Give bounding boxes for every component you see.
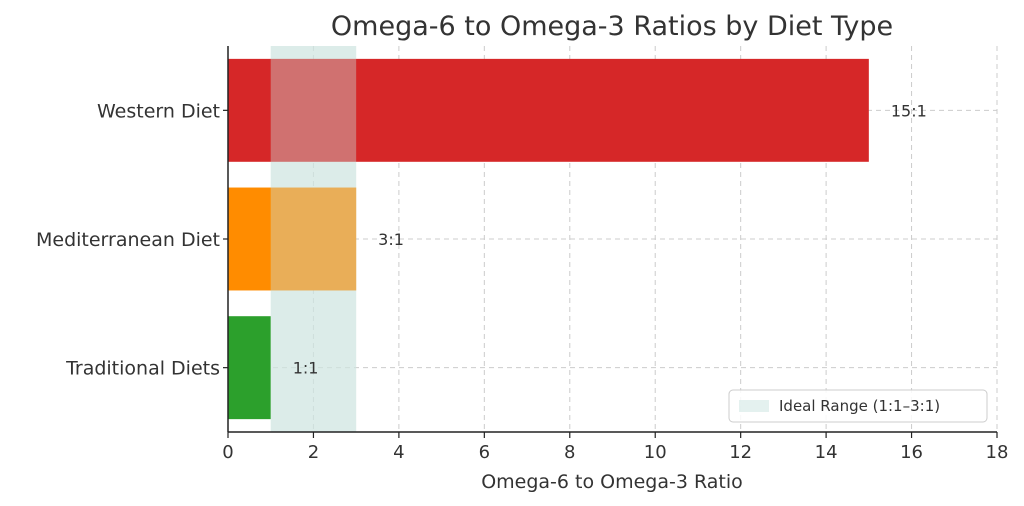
- x-tick-label: 8: [564, 442, 575, 463]
- x-tick-label: 10: [644, 442, 667, 463]
- data-label: 3:1: [378, 230, 404, 249]
- bar-western-diet: [228, 58, 869, 162]
- legend: Ideal Range (1:1–3:1): [728, 389, 988, 423]
- x-tick-label: 12: [729, 442, 752, 463]
- category-label: Mediterranean Diet: [36, 229, 220, 251]
- legend-swatch-ideal-range: [739, 400, 769, 412]
- category-label: Western Diet: [97, 100, 220, 122]
- ideal-range-overlay: [270, 46, 357, 432]
- x-tick-label: 16: [900, 442, 923, 463]
- chart-title: Omega-6 to Omega-3 Ratios by Diet Type: [331, 11, 893, 42]
- x-axis-label: Omega-6 to Omega-3 Ratio: [481, 471, 743, 493]
- bar-traditional-diets: [228, 316, 271, 420]
- x-tick-label: 2: [308, 442, 319, 463]
- bars: [228, 58, 869, 420]
- x-tick-label: 14: [815, 442, 838, 463]
- data-label: 1:1: [293, 359, 319, 378]
- x-tick-label: 4: [393, 442, 404, 463]
- legend-label: Ideal Range (1:1–3:1): [779, 397, 940, 415]
- labels: Western Diet 15:1 Mediterranean Diet 3:1 Tra…: [36, 100, 927, 379]
- category-label: Traditional Diets: [65, 358, 220, 380]
- data-label: 15:1: [891, 101, 927, 120]
- legend-box: [728, 389, 988, 423]
- axes: 0 2 4 6 8 10 12 14 16 18: [222, 46, 1008, 463]
- x-tick-label: 18: [986, 442, 1009, 463]
- bar-mediterranean-diet: [228, 187, 357, 291]
- x-tick-label: 0: [222, 442, 233, 463]
- ideal-range-overlay-group: [270, 46, 357, 432]
- x-tick-label: 6: [479, 442, 490, 463]
